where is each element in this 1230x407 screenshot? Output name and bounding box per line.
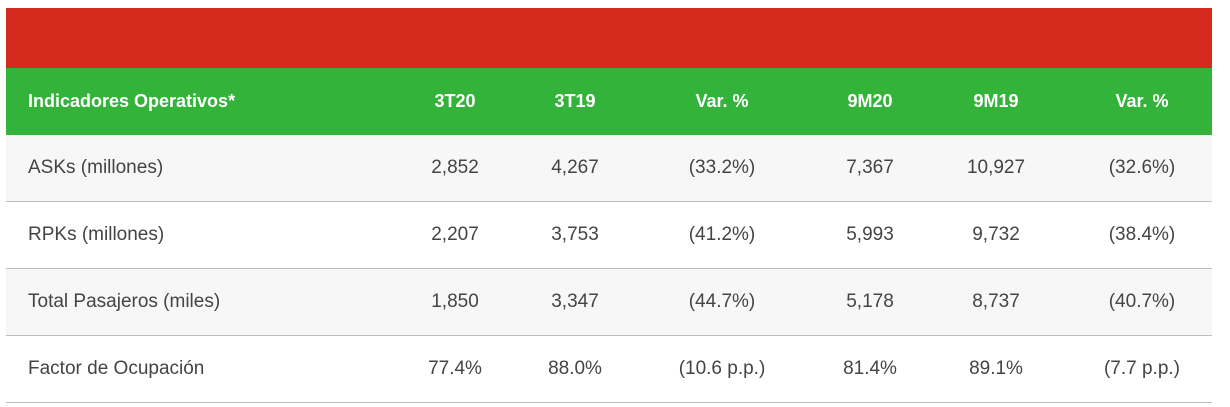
table-cell: ASKs (millones) xyxy=(28,157,164,178)
table-cell: (38.4%) xyxy=(1108,224,1176,245)
header-cell: Var. % xyxy=(1115,91,1169,111)
table-cell: 2,852 xyxy=(431,157,479,178)
table-cell: 3,347 xyxy=(551,291,599,312)
table-cell: 10,927 xyxy=(966,157,1026,178)
table-cell: 5,993 xyxy=(846,224,894,245)
header-cell: 9M20 xyxy=(847,91,893,111)
table-cell: (33.2%) xyxy=(688,157,756,178)
table-cell: 9,732 xyxy=(972,224,1020,245)
table-cell: 7,367 xyxy=(846,157,894,178)
header-cell: 3T20 xyxy=(434,91,476,111)
table-cell: Total Pasajeros (miles) xyxy=(28,291,221,312)
table-cell: 77.4% xyxy=(428,358,482,379)
table-cell: 3,753 xyxy=(551,224,599,245)
table-cell: 2,207 xyxy=(431,224,479,245)
table-cell: (41.2%) xyxy=(688,224,756,245)
table-cell: 1,850 xyxy=(431,291,479,312)
header-cell: Var. % xyxy=(695,91,749,111)
header-cell: Indicadores Operativos* xyxy=(28,91,236,111)
table-cell: 5,178 xyxy=(846,291,894,312)
table-cell: 4,267 xyxy=(551,157,599,178)
table-cell: (32.6%) xyxy=(1108,157,1176,178)
table-row: Total Pasajeros (miles) 1,850 3,347 (44.7%)… xyxy=(6,269,1212,336)
table-cell: 81.4% xyxy=(843,358,897,379)
table: Indicadores Operativos* 3T20 3T19 Var. % 9M2… xyxy=(6,68,1212,403)
table-cell: RPKs (millones) xyxy=(28,224,165,245)
header-cell: 9M19 xyxy=(973,91,1019,111)
table-row: ASKs (millones) 2,852 4,267 (33.2%) 7,367 10,… xyxy=(6,135,1212,202)
header-row: Indicadores Operativos* 3T20 3T19 Var. % 9M2… xyxy=(6,68,1212,135)
table-cell: (44.7%) xyxy=(688,291,756,312)
table-cell: 88.0% xyxy=(548,358,602,379)
banner xyxy=(6,8,1212,68)
table-cell: 8,737 xyxy=(972,291,1020,312)
table-row: RPKs (millones) 2,207 3,753 (41.2%) 5,993 9,7… xyxy=(6,202,1212,269)
table-cell: 89.1% xyxy=(969,358,1023,379)
table-cell: (7.7 p.p.) xyxy=(1103,358,1181,379)
table-cell: (40.7%) xyxy=(1108,291,1176,312)
table-cell: Factor de Ocupación xyxy=(28,358,205,379)
table-row: Factor de Ocupación 77.4% 88.0% (10.6 p.p.)… xyxy=(6,336,1212,403)
table-cell: (10.6 p.p.) xyxy=(678,358,766,379)
header-cell: 3T19 xyxy=(554,91,596,111)
